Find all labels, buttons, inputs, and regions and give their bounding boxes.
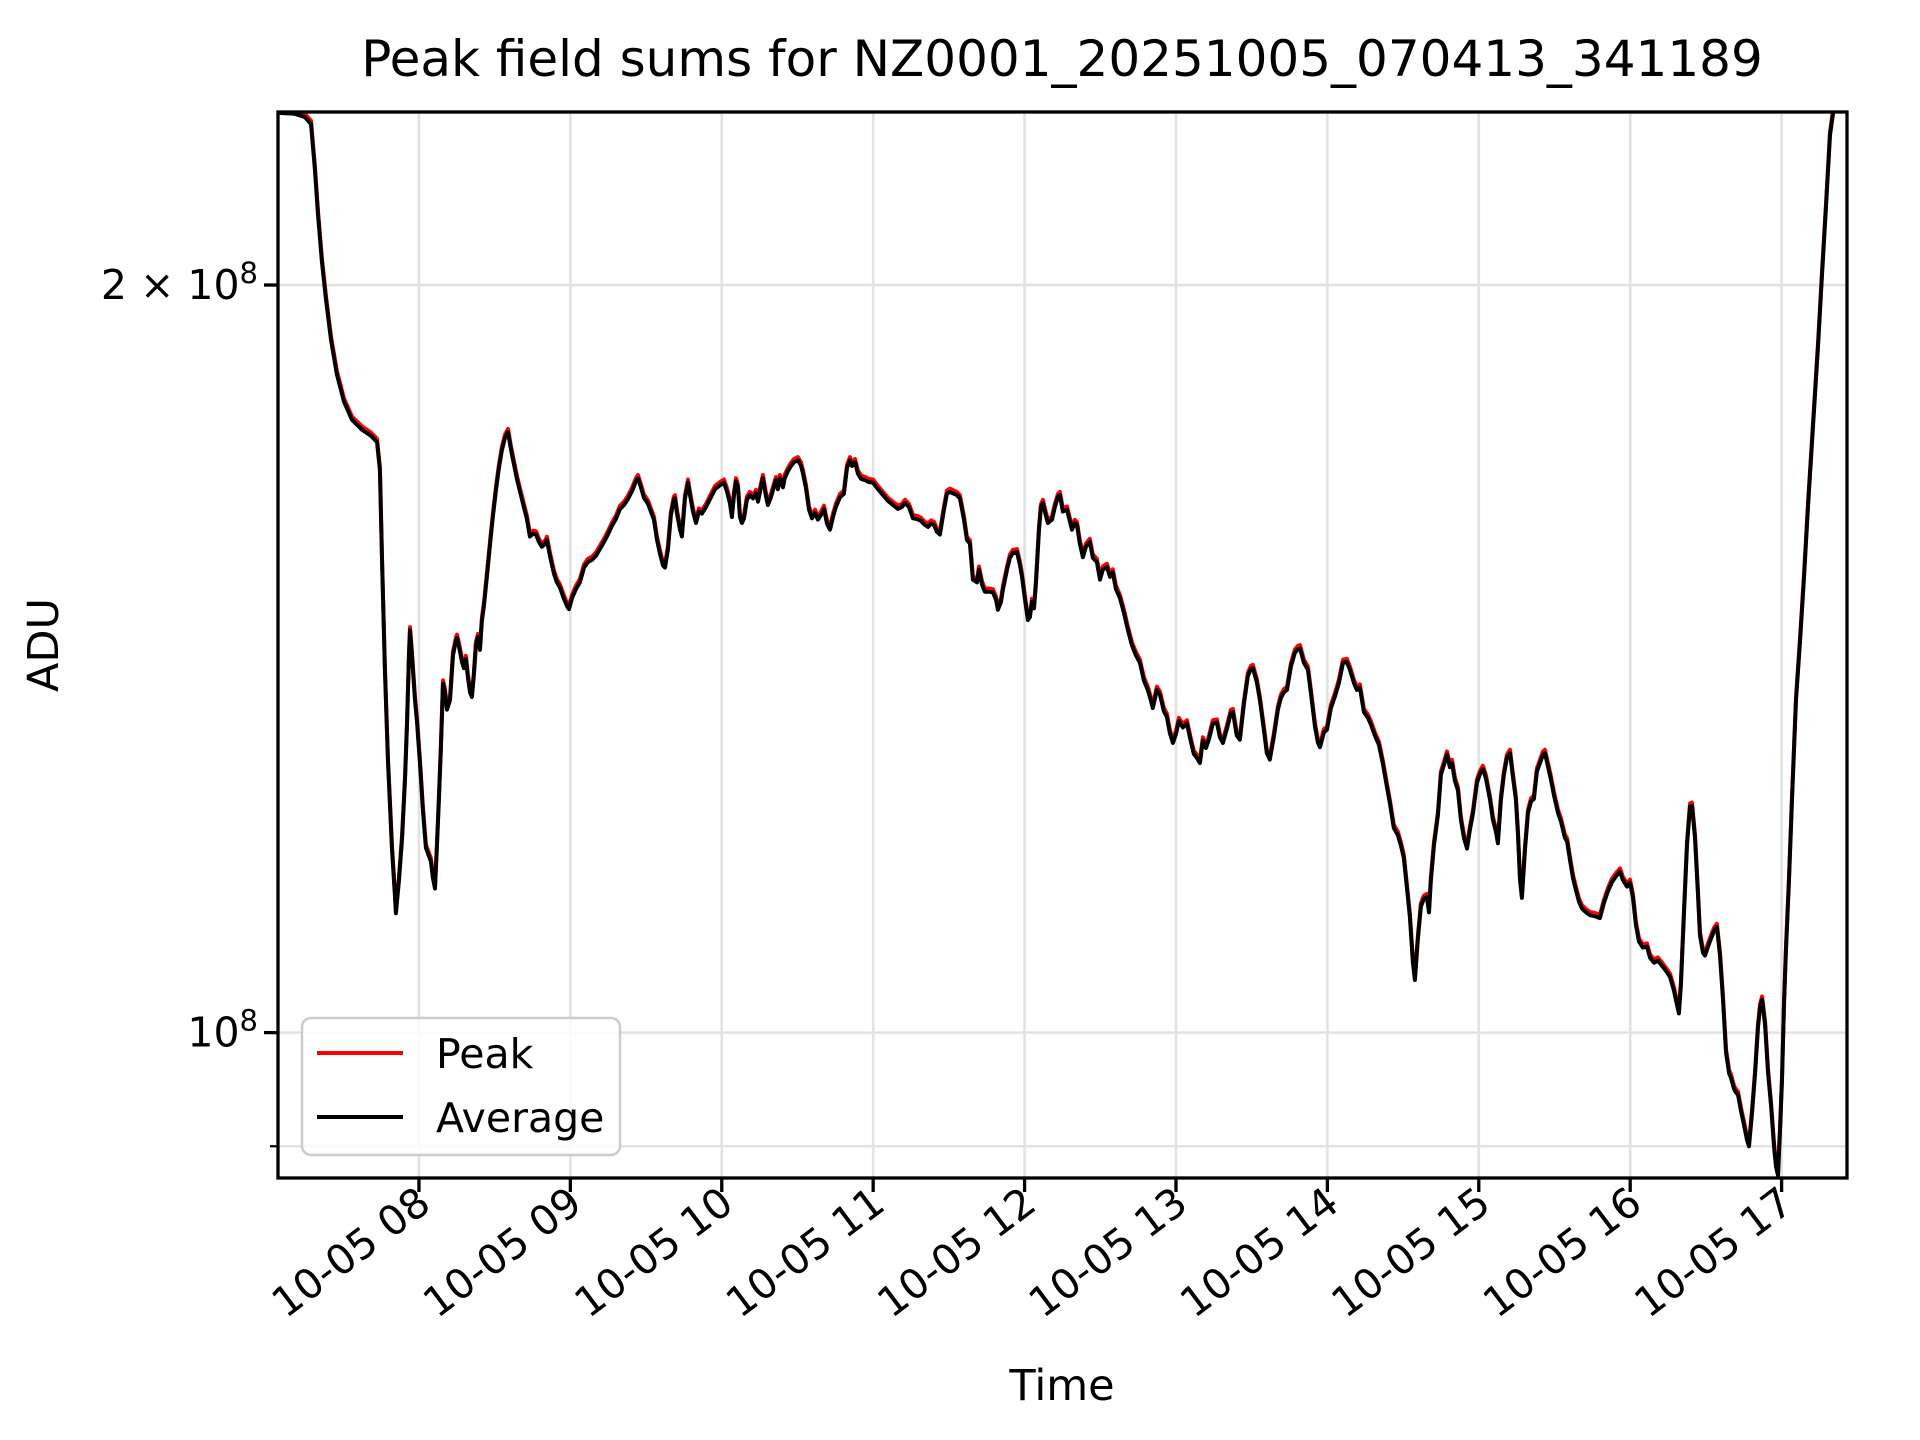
average-line (278, 112, 1837, 1178)
gridlines (278, 112, 1847, 1178)
legend-peak-label: Peak (436, 1030, 534, 1078)
y-tick-labels: 2 × 108 108 (101, 256, 258, 1057)
plot-border (276, 110, 1849, 1180)
axis-ticks (264, 283, 1784, 1192)
y-axis-label: ADU (19, 598, 69, 692)
x-axis-label: Time (1008, 1361, 1114, 1411)
series-lines (278, 112, 1837, 1178)
chart-title: Peak field sums for NZ0001_20251005_0704… (361, 30, 1763, 88)
legend[interactable]: Peak Average (300, 1016, 622, 1157)
y-tick-label: 2 × 108 (101, 256, 258, 309)
y-tick-label: 108 (187, 1004, 258, 1057)
legend-average-label: Average (436, 1094, 604, 1142)
